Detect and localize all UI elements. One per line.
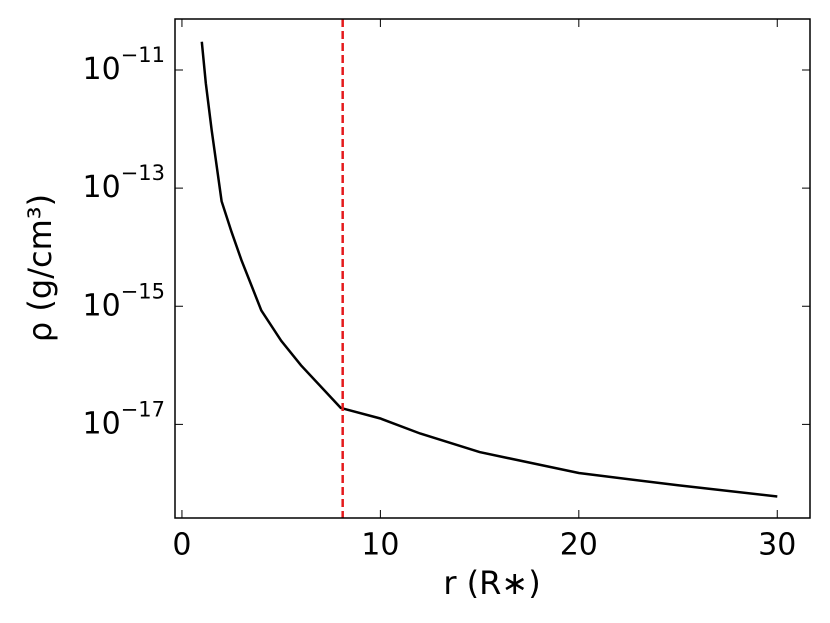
y-tick-exponent: −15: [121, 279, 165, 303]
x-tick-label: 0: [172, 528, 191, 563]
x-axis-label: r (R∗): [443, 564, 540, 602]
x-tick-label: 10: [361, 528, 399, 563]
plot-frame: [174, 18, 811, 519]
y-tick-base: 10: [82, 288, 120, 323]
y-tick-label: 10−13: [82, 161, 165, 205]
x-tick-label: 30: [758, 528, 796, 563]
data-line: [200, 41, 778, 498]
y-tick-label: 10−17: [82, 397, 165, 441]
y-tick-exponent: −11: [121, 43, 165, 67]
y-tick-base: 10: [82, 51, 120, 86]
y-axis-label: ρ (g/cm³): [21, 194, 59, 342]
y-tick-exponent: −17: [121, 397, 165, 421]
y-tick-exponent: −13: [121, 161, 165, 185]
y-tick-label: 10−15: [82, 279, 165, 323]
y-tick-base: 10: [82, 406, 120, 441]
x-tick-label: 20: [560, 528, 598, 563]
y-tick-base: 10: [82, 170, 120, 205]
y-tick-label: 10−11: [82, 43, 165, 87]
